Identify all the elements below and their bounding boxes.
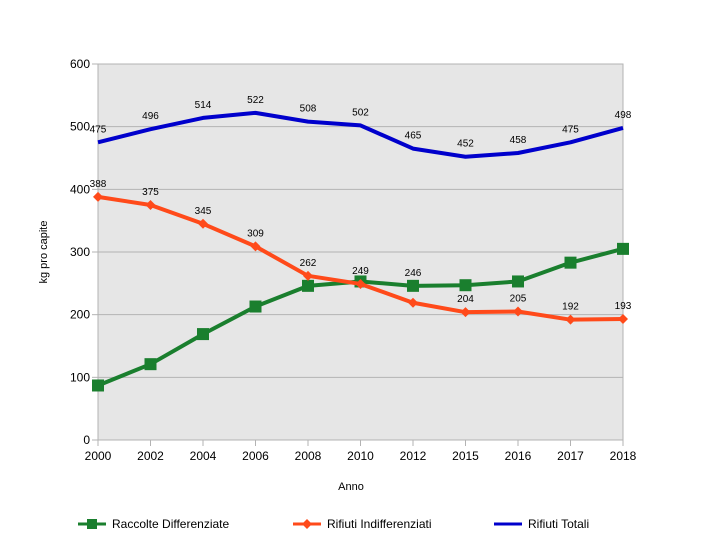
data-point-diamond <box>250 241 261 252</box>
data-point-square <box>144 358 157 371</box>
data-point-square <box>407 279 419 292</box>
data-label: 193 <box>615 301 632 312</box>
y-tick-label: 300 <box>70 245 90 259</box>
y-tick-label: 600 <box>70 57 90 71</box>
legend-label: Rifiuti Totali <box>528 517 590 531</box>
data-label: 514 <box>195 100 212 111</box>
data-point-diamond <box>460 307 471 318</box>
data-point-square <box>459 279 472 292</box>
x-tick-label: 2017 <box>557 449 584 463</box>
x-tick-label: 2012 <box>400 449 427 463</box>
series-layer <box>92 110 629 392</box>
data-point-diamond <box>618 314 628 325</box>
data-label: 262 <box>300 258 317 269</box>
data-labels-layer: 246 388 375 345 309 262 249 204 205 192 193 475 496 5… <box>90 95 632 313</box>
legend-swatch-blue-line <box>494 522 522 526</box>
legend-item-rifiuti-indifferenziati: Rifiuti Indifferenziati <box>293 513 432 535</box>
x-axis-ticks: 2000 2002 2004 2006 2008 2010 2012 2015 2016 2017… <box>85 440 637 463</box>
data-label: 522 <box>247 95 264 106</box>
x-tick-label: 2016 <box>505 449 532 463</box>
data-point-square <box>512 275 524 288</box>
data-point-square <box>302 279 314 292</box>
data-label: 375 <box>142 187 159 198</box>
legend-label: Raccolte Differenziate <box>112 517 230 531</box>
legend-swatch-orange-diamond <box>293 519 321 529</box>
data-label: 345 <box>195 206 212 217</box>
series-line-2 <box>97 110 624 159</box>
y-tick-label: 100 <box>70 370 90 384</box>
data-point-diamond <box>145 200 156 210</box>
x-tick-label: 2006 <box>242 449 269 463</box>
data-point-diamond <box>93 191 103 202</box>
data-label: 309 <box>247 228 264 239</box>
y-tick-label: 500 <box>70 120 90 134</box>
data-label: 465 <box>405 131 422 142</box>
data-label: 246 <box>405 268 422 279</box>
data-point-square <box>617 242 629 255</box>
data-label: 388 <box>90 179 107 190</box>
legend-item-raccolte-differenziate: Raccolte Differenziate <box>78 513 229 535</box>
data-label: 249 <box>352 266 369 277</box>
data-point-diamond <box>198 218 208 229</box>
legend-item-rifiuti-totali: Rifiuti Totali <box>494 513 589 535</box>
data-point-square <box>564 256 577 269</box>
data-point-square <box>197 328 209 341</box>
y-tick-label: 400 <box>70 182 90 196</box>
x-tick-label: 2000 <box>85 449 112 463</box>
data-point-diamond <box>303 270 313 281</box>
data-label: 508 <box>300 104 317 115</box>
x-tick-label: 2002 <box>137 449 164 463</box>
data-label: 496 <box>142 111 159 122</box>
x-axis-title: Anno <box>338 481 364 493</box>
x-tick-label: 2010 <box>347 449 374 463</box>
data-label: 192 <box>562 302 579 313</box>
data-point-diamond <box>513 306 523 317</box>
y-tick-label: 200 <box>70 308 90 322</box>
x-tick-label: 2015 <box>452 449 479 463</box>
legend-label: Rifiuti Indifferenziati <box>327 517 432 531</box>
data-label: 205 <box>510 294 527 305</box>
y-axis-ticks: 0 100 200 300 400 500 600 <box>70 57 98 447</box>
data-point-diamond <box>565 314 576 325</box>
data-point-diamond <box>355 278 366 289</box>
data-label: 204 <box>457 294 474 305</box>
legend: Raccolte Differenziate Rifiuti Indiffere… <box>0 513 705 535</box>
data-point-square <box>92 379 104 392</box>
data-point-square <box>249 300 262 313</box>
y-axis-title: kg pro capite <box>38 221 50 284</box>
data-point-diamond <box>408 297 418 308</box>
data-label: 475 <box>90 124 107 135</box>
data-label: 458 <box>510 135 527 146</box>
x-tick-label: 2018 <box>610 449 637 463</box>
data-label: 502 <box>352 107 369 118</box>
x-tick-label: 2008 <box>295 449 322 463</box>
x-tick-label: 2004 <box>190 449 217 463</box>
y-tick-label: 0 <box>83 433 90 447</box>
line-chart: 0 100 200 300 400 500 600 2000 2002 2004 2006 2008… <box>38 57 637 493</box>
legend-swatch-green-square <box>78 519 106 529</box>
data-label: 475 <box>562 124 579 135</box>
data-label: 498 <box>615 110 632 121</box>
data-label: 452 <box>457 139 474 150</box>
